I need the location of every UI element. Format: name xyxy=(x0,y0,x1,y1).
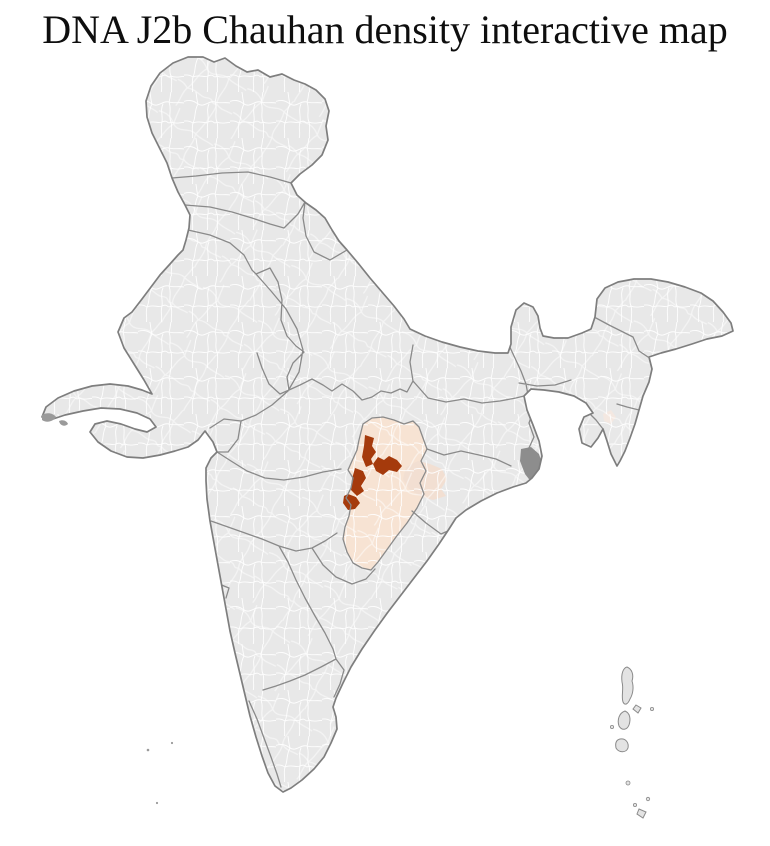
kutch-islet-2 xyxy=(59,420,68,426)
density-high-district-2[interactable] xyxy=(373,456,402,475)
car-nicobar-island[interactable] xyxy=(625,780,631,786)
district-mesh-overlay-2 xyxy=(42,57,733,792)
density-high-district-4[interactable] xyxy=(343,494,360,510)
nicobar-islet-1[interactable] xyxy=(645,796,651,802)
lakshadweep-islet-1[interactable] xyxy=(146,748,150,752)
andaman-island-north[interactable] xyxy=(621,666,634,705)
lakshadweep-islet-2[interactable] xyxy=(170,741,174,745)
great-nicobar-island[interactable] xyxy=(636,808,647,819)
andaman-island-small-east[interactable] xyxy=(632,704,642,714)
density-high-district-1[interactable] xyxy=(362,435,376,467)
little-andaman-island[interactable] xyxy=(615,738,629,753)
andaman-islet-1[interactable] xyxy=(650,707,655,712)
andaman-island-south[interactable] xyxy=(617,710,631,730)
map-title: DNA J2b Chauhan density interactive map xyxy=(42,7,728,52)
lakshadweep-islands[interactable] xyxy=(146,741,174,805)
lakshadweep-islet-3[interactable] xyxy=(155,801,159,805)
andaman-islet-2[interactable] xyxy=(610,725,615,730)
chhattisgarh-state-border xyxy=(342,416,428,571)
kutch-islets xyxy=(42,413,68,426)
nicobar-islet-2[interactable] xyxy=(633,803,638,808)
kutch-islet-1 xyxy=(42,413,56,422)
density-high-districts[interactable] xyxy=(343,435,402,510)
density-high-district-3[interactable] xyxy=(351,468,366,496)
andaman-nicobar-islands[interactable] xyxy=(610,666,655,819)
